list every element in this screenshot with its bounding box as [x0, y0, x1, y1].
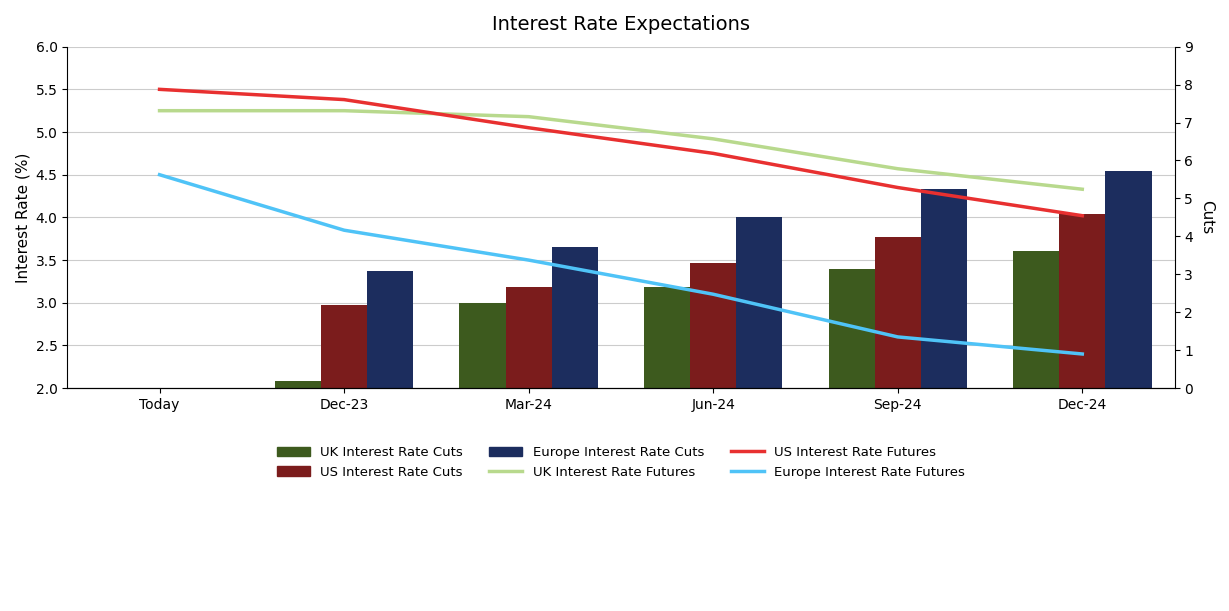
Title: Interest Rate Expectations: Interest Rate Expectations: [492, 15, 750, 34]
Bar: [1059, 214, 1105, 388]
Bar: [552, 247, 597, 388]
Bar: [875, 237, 921, 388]
Bar: [321, 305, 367, 388]
Bar: [460, 303, 505, 388]
Bar: [505, 287, 552, 388]
Legend: UK Interest Rate Cuts, US Interest Rate Cuts, Europe Interest Rate Cuts, UK Inte: UK Interest Rate Cuts, US Interest Rate …: [272, 441, 971, 484]
Bar: [828, 269, 875, 388]
Bar: [644, 287, 691, 388]
Bar: [736, 218, 783, 388]
Y-axis label: Interest Rate (%): Interest Rate (%): [15, 152, 29, 283]
Y-axis label: Cuts: Cuts: [1200, 200, 1214, 235]
Bar: [1013, 251, 1059, 388]
Bar: [367, 271, 413, 388]
Bar: [275, 381, 321, 388]
Bar: [921, 189, 967, 388]
Bar: [1105, 171, 1152, 388]
Bar: [691, 263, 736, 388]
